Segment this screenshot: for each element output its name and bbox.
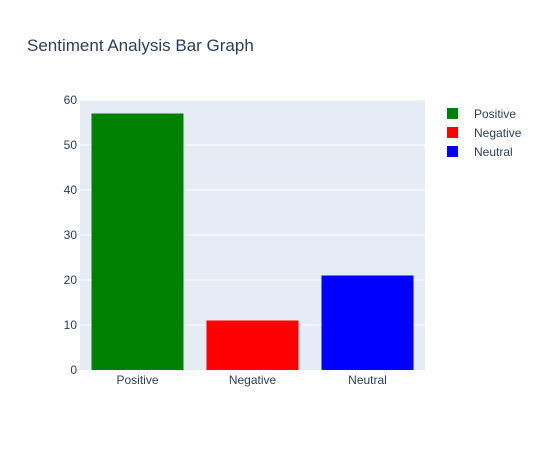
legend-label: Negative [474, 126, 522, 140]
legend: Positive Negative Neutral [447, 107, 522, 159]
x-tick-label: Positive [116, 373, 158, 387]
legend-swatch [447, 108, 458, 119]
y-axis-ticks: 0 10 20 30 40 50 60 [64, 93, 78, 377]
y-tick-label: 30 [64, 228, 78, 242]
x-tick-label: Negative [229, 373, 277, 387]
legend-item-neutral[interactable]: Neutral [447, 145, 513, 159]
bar-neutral[interactable] [321, 275, 414, 371]
legend-label: Positive [474, 107, 516, 121]
y-tick-label: 50 [64, 138, 78, 152]
y-tick-label: 0 [70, 363, 77, 377]
legend-item-negative[interactable]: Negative [447, 126, 522, 140]
chart-title: Sentiment Analysis Bar Graph [27, 36, 254, 55]
y-tick-label: 60 [64, 93, 78, 107]
y-tick-label: 40 [64, 183, 78, 197]
legend-swatch [447, 146, 458, 157]
x-axis-ticks: Positive Negative Neutral [116, 373, 386, 387]
legend-item-positive[interactable]: Positive [447, 107, 516, 121]
bar-negative[interactable] [206, 320, 299, 371]
y-tick-label: 20 [64, 273, 78, 287]
legend-swatch [447, 127, 458, 138]
legend-label: Neutral [474, 145, 513, 159]
bars [91, 113, 414, 371]
bar-positive[interactable] [91, 113, 184, 371]
x-tick-label: Neutral [348, 373, 387, 387]
y-tick-label: 10 [64, 318, 78, 332]
